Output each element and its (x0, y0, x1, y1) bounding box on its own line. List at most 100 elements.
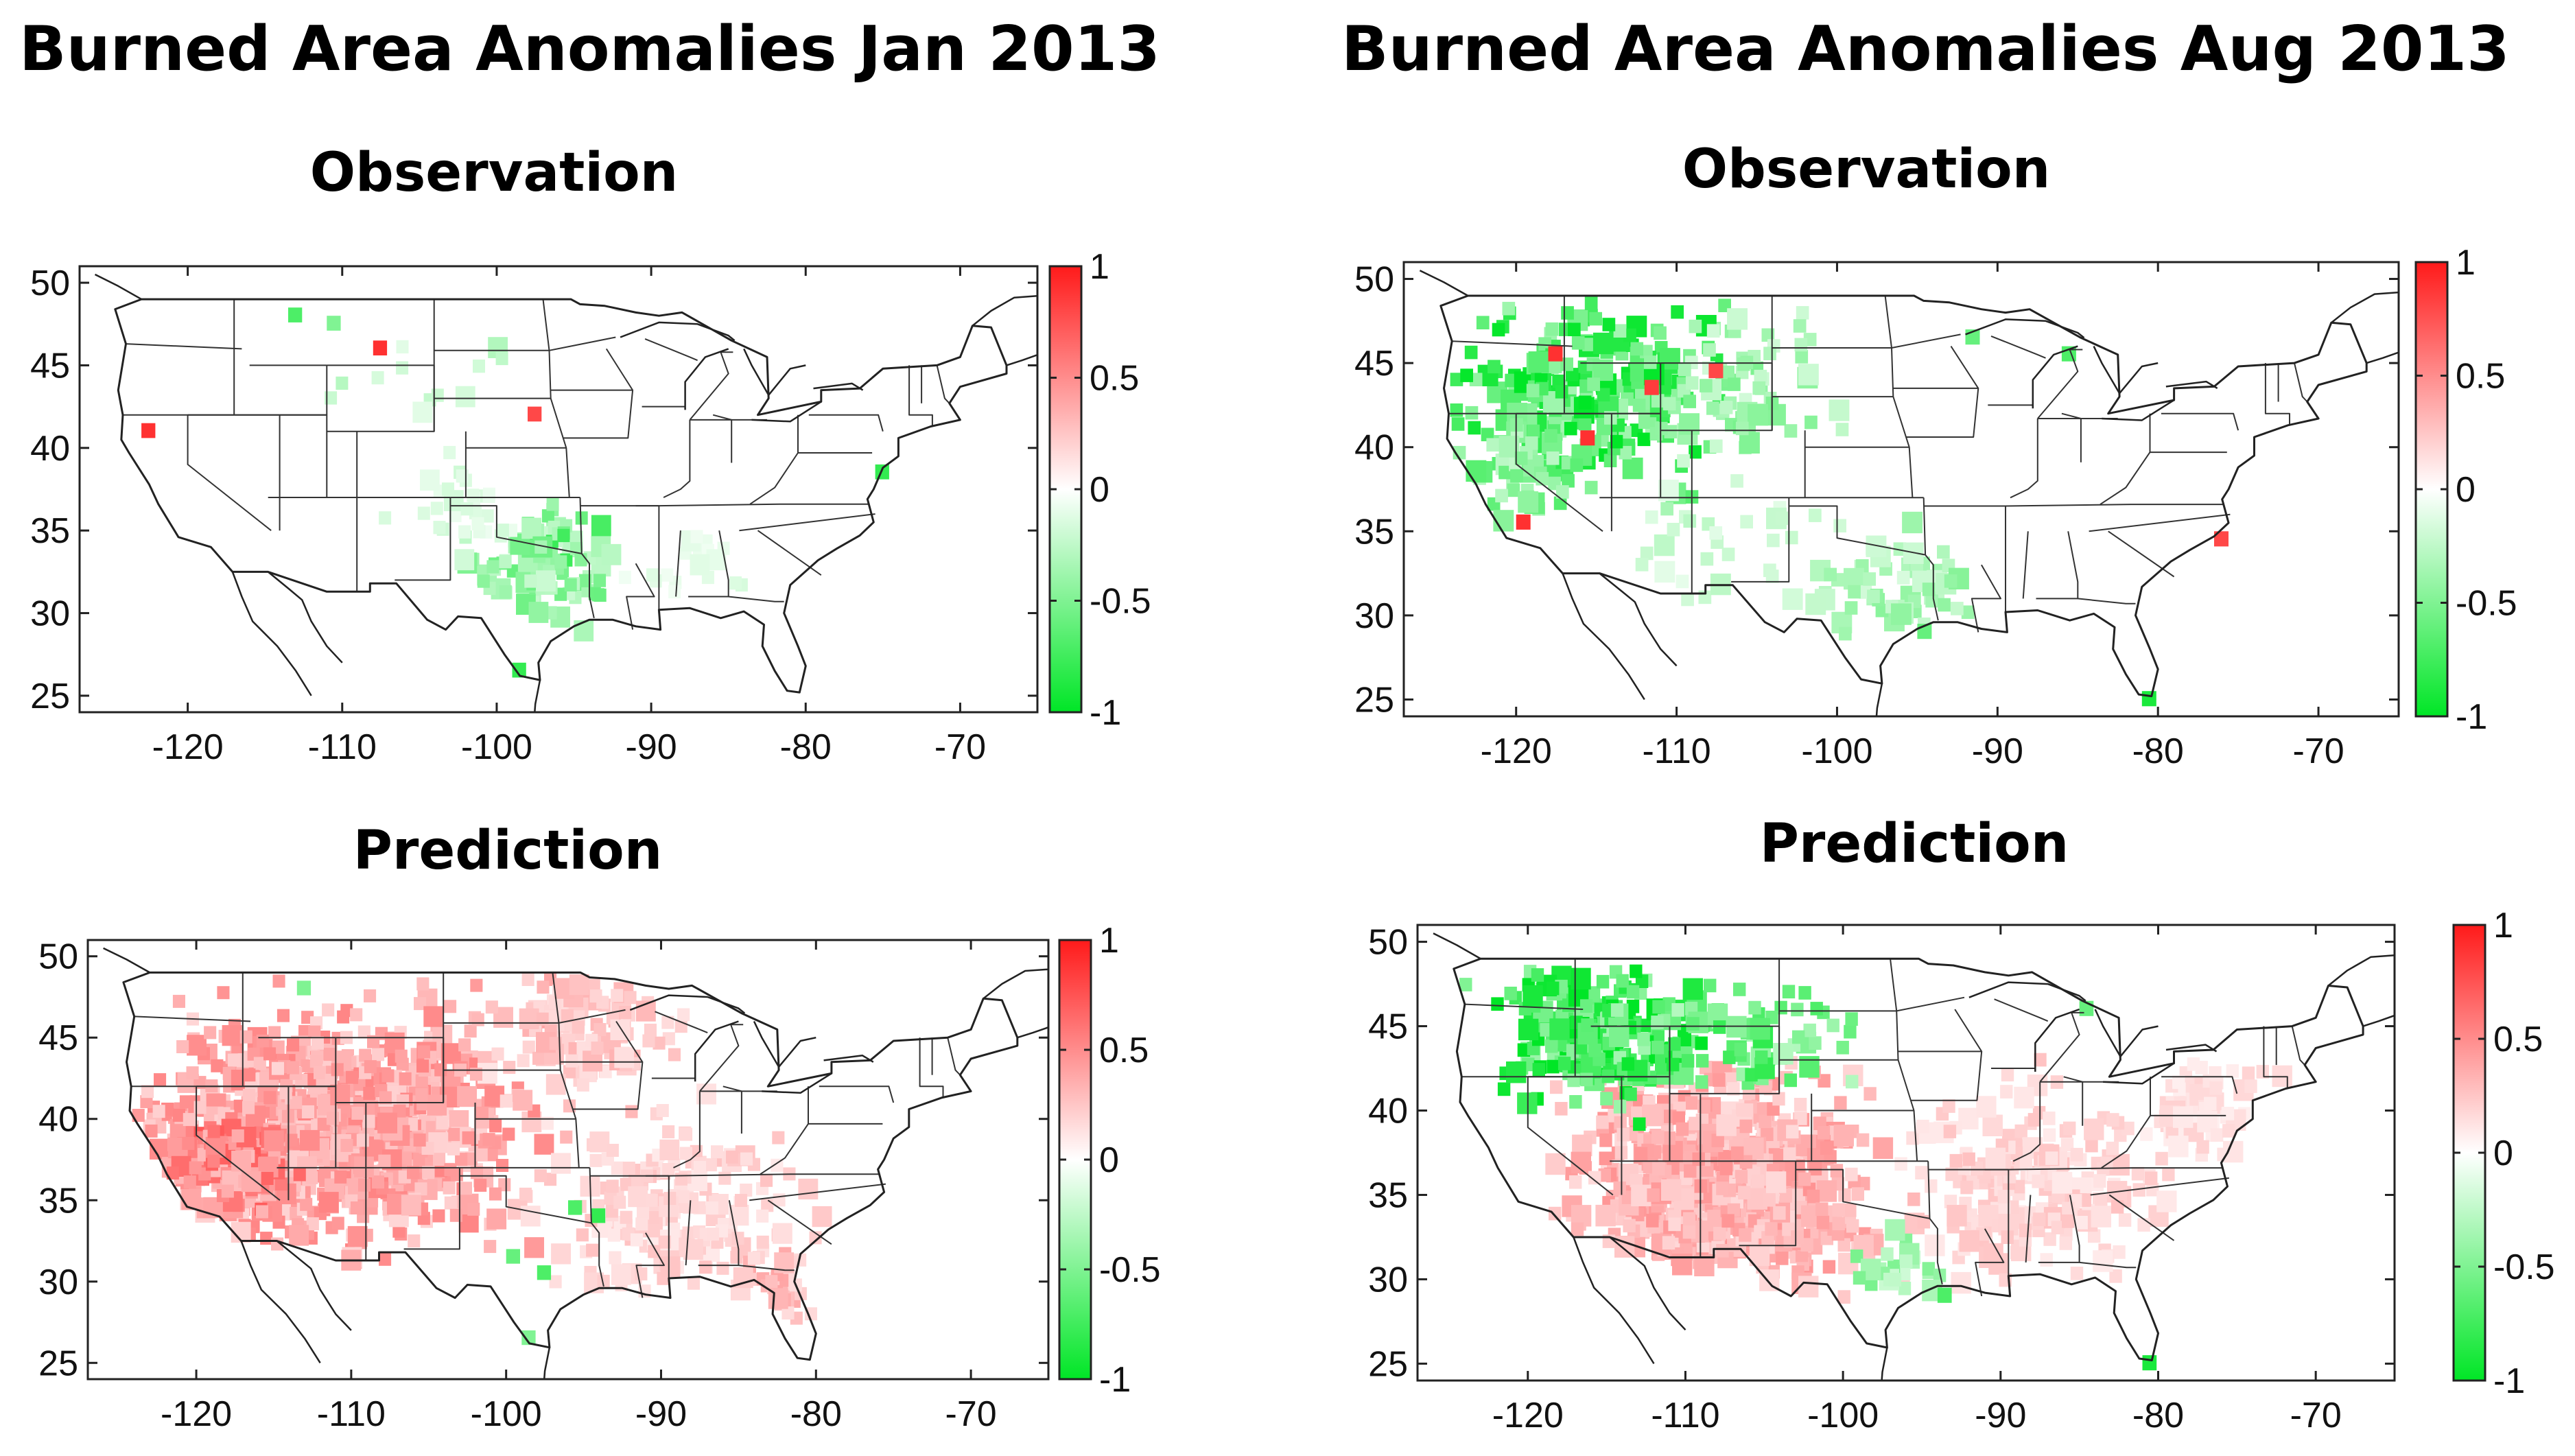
anomaly-cell (408, 1234, 421, 1248)
anomaly-cell (363, 1087, 376, 1100)
anomaly-cell (1596, 974, 1610, 989)
anomaly-cell (417, 1045, 430, 1059)
anomaly-cell (336, 1149, 349, 1162)
anomaly-cell (1721, 1214, 1735, 1228)
state-border (126, 343, 242, 350)
anomaly-cell (399, 1072, 412, 1085)
y-tick-label: 45 (1354, 344, 1394, 384)
state-border (2022, 531, 2029, 599)
anomaly-cell (532, 1051, 545, 1065)
state-border (558, 1009, 626, 1024)
anomaly-cell (444, 1163, 457, 1177)
anomaly-spot (1644, 379, 1659, 395)
anomaly-cell (772, 1131, 785, 1144)
anomaly-cell (705, 1201, 718, 1214)
anomaly-cell (1739, 1228, 1752, 1242)
anomaly-cell (495, 351, 508, 366)
anomaly-cell (489, 1187, 502, 1201)
anomaly-cell (444, 1196, 457, 1210)
anomaly-spot (1937, 1287, 1952, 1303)
anomaly-cell (1654, 561, 1675, 583)
anomaly-cell (467, 489, 480, 502)
anomaly-cell (152, 1105, 165, 1118)
anomaly-cell (760, 1173, 773, 1187)
anomaly-cell (458, 525, 471, 539)
anomaly-cell (1938, 598, 1951, 612)
anomaly-cell (314, 1066, 327, 1079)
anomaly-cell (1796, 306, 1809, 320)
state-border (1789, 505, 1926, 556)
anomaly-cell (1571, 336, 1585, 350)
us-outline (1439, 294, 2368, 698)
anomaly-cell (471, 517, 484, 530)
anomaly-cell (661, 568, 674, 582)
lake-shoreline (1965, 318, 2085, 339)
state-border (808, 1086, 883, 1125)
anomaly-cell (1609, 1025, 1630, 1048)
anomaly-cell (599, 1065, 612, 1079)
anomaly-cell (1643, 355, 1657, 369)
anomaly-cell (416, 977, 430, 991)
state-border (797, 414, 873, 454)
anomaly-cell (413, 1134, 426, 1147)
anomaly-cell (1716, 1114, 1737, 1136)
anomaly-cell (1556, 485, 1569, 499)
state-border (542, 298, 570, 498)
anomaly-cell (325, 391, 338, 405)
anomaly-cell (1518, 1018, 1539, 1041)
anomaly-cell (1983, 1243, 2003, 1265)
x-tick-label: -90 (1972, 731, 2023, 771)
anomaly-cell (1660, 502, 1673, 516)
anomaly-cell (462, 1131, 475, 1144)
anomaly-cell (241, 1171, 261, 1193)
x-tick-label: -110 (1642, 731, 1710, 771)
anomaly-cell (1675, 574, 1689, 589)
anomaly-cell (172, 994, 185, 1008)
x-tick-label: -70 (945, 1394, 997, 1434)
anomaly-cell (1671, 305, 1684, 319)
canada-coastline (972, 295, 1037, 327)
y-tick-label: 50 (30, 263, 70, 303)
anomaly-cell (331, 1217, 344, 1230)
lake-shoreline (620, 321, 736, 342)
anomaly-cell (204, 1026, 217, 1040)
anomaly-cell (289, 1225, 309, 1246)
state-border (728, 596, 784, 602)
anomaly-cell (1683, 514, 1697, 528)
anomaly-cell (1844, 1203, 1857, 1217)
anomaly-cell (565, 1054, 578, 1068)
anomaly-cell (1709, 439, 1723, 454)
anomaly-cell (551, 1153, 571, 1174)
anomaly-cell (1896, 571, 1910, 585)
anomaly-cell (1637, 432, 1651, 447)
anomaly-cell (187, 1035, 207, 1056)
anomaly-cell (1961, 605, 1975, 619)
anomaly-cell (396, 340, 409, 354)
anomaly-cell (2093, 1174, 2106, 1188)
mexico-coastline (267, 571, 343, 664)
state-border (936, 365, 950, 404)
anomaly-cell (614, 1047, 635, 1068)
anomaly-cell (176, 1040, 189, 1053)
anomaly-cell (359, 1048, 372, 1062)
anomaly-cell (1748, 404, 1768, 426)
anomaly-cell (1571, 967, 1591, 990)
anomaly-cell (1798, 364, 1819, 386)
anomaly-cell (2209, 1081, 2222, 1095)
anomaly-cell (271, 1061, 284, 1075)
anomaly-cell (1510, 469, 1523, 483)
y-tick-label: 35 (30, 511, 70, 551)
state-border (1731, 497, 1790, 583)
anomaly-cell (781, 1306, 795, 1320)
anomaly-cell (145, 1124, 158, 1138)
colorbar-tick-label: -1 (1099, 1360, 1131, 1400)
anomaly-cell (2027, 1113, 2041, 1127)
anomaly-spot (1516, 514, 1531, 530)
anomaly-cell (735, 1194, 748, 1207)
anomaly-cell (1623, 1219, 1636, 1233)
anomaly-cell (1685, 376, 1699, 390)
canada-coastline (2366, 351, 2399, 364)
anomaly-cell (1654, 534, 1675, 556)
anomaly-cell (207, 1125, 220, 1138)
us-outline (114, 298, 1008, 694)
